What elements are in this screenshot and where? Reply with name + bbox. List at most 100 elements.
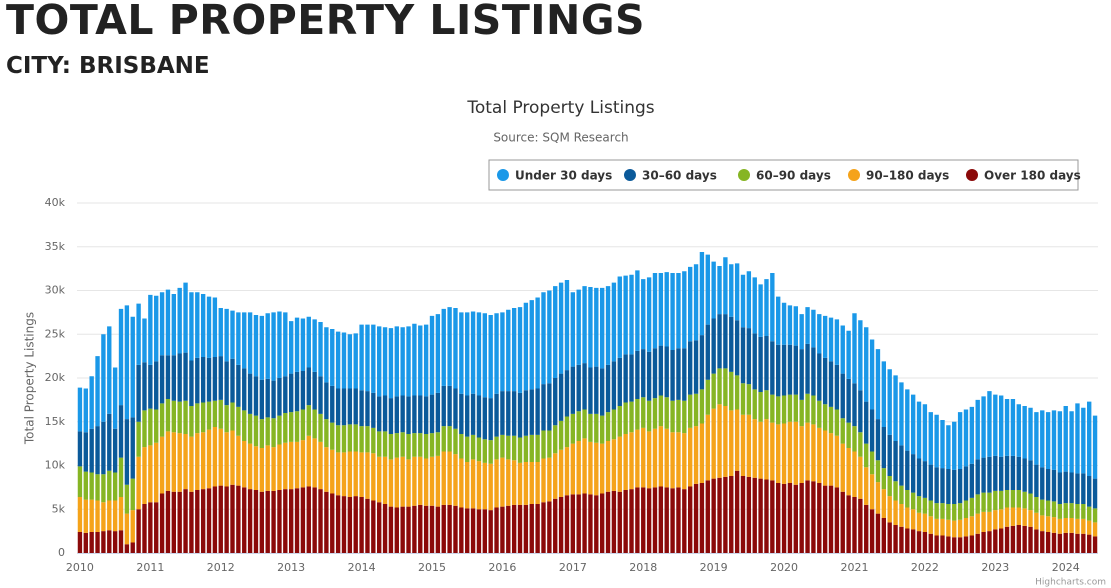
bar [206, 401, 212, 430]
legend-marker[interactable] [624, 169, 636, 181]
bar [629, 401, 634, 433]
bar [388, 459, 394, 507]
legend-marker[interactable] [966, 169, 978, 181]
bar [905, 389, 910, 451]
bar [952, 537, 957, 553]
bar [1022, 491, 1027, 509]
bar [758, 284, 763, 337]
bar [511, 435, 517, 461]
bar [558, 282, 564, 374]
bar [840, 373, 845, 419]
bar [423, 505, 429, 553]
bar [834, 409, 840, 436]
bar [200, 489, 206, 553]
bar [312, 371, 317, 410]
bar [617, 491, 622, 553]
legend-marker[interactable] [738, 169, 750, 181]
bar [541, 458, 546, 503]
bar [588, 441, 593, 495]
bar [594, 413, 599, 443]
legend-marker[interactable] [497, 169, 509, 181]
bar [928, 533, 933, 553]
credits[interactable]: Highcharts.com [1035, 578, 1106, 588]
bar [1092, 508, 1098, 523]
bar [834, 364, 840, 410]
bar [582, 286, 587, 364]
bar [142, 447, 147, 504]
legend-label[interactable]: 30–60 days [642, 169, 717, 183]
bar [1034, 497, 1039, 513]
bar [224, 361, 229, 406]
bar [693, 393, 699, 427]
bar [547, 290, 552, 384]
bar [646, 431, 652, 489]
bar [171, 294, 177, 356]
bar [1063, 503, 1068, 518]
legend-marker[interactable] [848, 169, 860, 181]
bar [253, 415, 259, 447]
bar [793, 345, 798, 395]
bar [523, 462, 529, 505]
bar [670, 350, 675, 401]
bar [482, 509, 487, 553]
bar [312, 487, 317, 553]
bar [981, 396, 986, 458]
x-tick-label: 2015 [418, 561, 446, 574]
bar [734, 409, 740, 471]
bar [500, 457, 505, 507]
bar [711, 478, 716, 553]
bar [429, 433, 435, 457]
bar [746, 328, 752, 385]
bar [195, 357, 200, 404]
bar [729, 264, 734, 317]
legend-label[interactable]: Under 30 days [515, 169, 612, 183]
bar [107, 413, 112, 471]
bar [517, 307, 523, 393]
bar [435, 506, 441, 553]
bar [1034, 512, 1039, 530]
bar [875, 482, 881, 514]
bar [259, 419, 265, 448]
bar [312, 438, 317, 488]
legend-label[interactable]: 90–180 days [866, 169, 949, 183]
bar [1051, 501, 1057, 518]
bar [1063, 518, 1068, 533]
bar [218, 485, 223, 553]
bar [881, 468, 887, 490]
bar [582, 363, 587, 410]
bar [1075, 403, 1080, 474]
bar [441, 385, 446, 427]
bar [899, 504, 904, 527]
y-tick-label: 15k [45, 415, 66, 428]
bar [547, 457, 552, 502]
bar [494, 393, 499, 437]
bar [1087, 506, 1092, 521]
bar [1034, 464, 1039, 497]
bar [840, 491, 845, 553]
legend-label[interactable]: Over 180 days [984, 169, 1081, 183]
bar [934, 414, 939, 468]
bar [294, 411, 300, 442]
bar [611, 282, 617, 362]
chart-title: Total Property Listings [466, 98, 654, 118]
bar [764, 279, 769, 336]
bar [447, 426, 452, 452]
x-tick-label: 2021 [840, 561, 868, 574]
bar [852, 383, 857, 427]
bar [834, 487, 840, 553]
bar [488, 440, 493, 464]
bar [588, 494, 593, 553]
bar [905, 490, 910, 508]
legend-label[interactable]: 60–90 days [756, 169, 831, 183]
bar [359, 390, 364, 427]
bar [453, 388, 458, 429]
page-title: TOTAL PROPERTY LISTINGS [6, 0, 646, 44]
bar [165, 399, 171, 432]
bar [206, 357, 212, 402]
bar [130, 542, 135, 553]
bar [148, 294, 153, 365]
bar [271, 447, 276, 491]
bar [294, 371, 300, 412]
bar [107, 500, 112, 531]
bar [1092, 478, 1098, 509]
